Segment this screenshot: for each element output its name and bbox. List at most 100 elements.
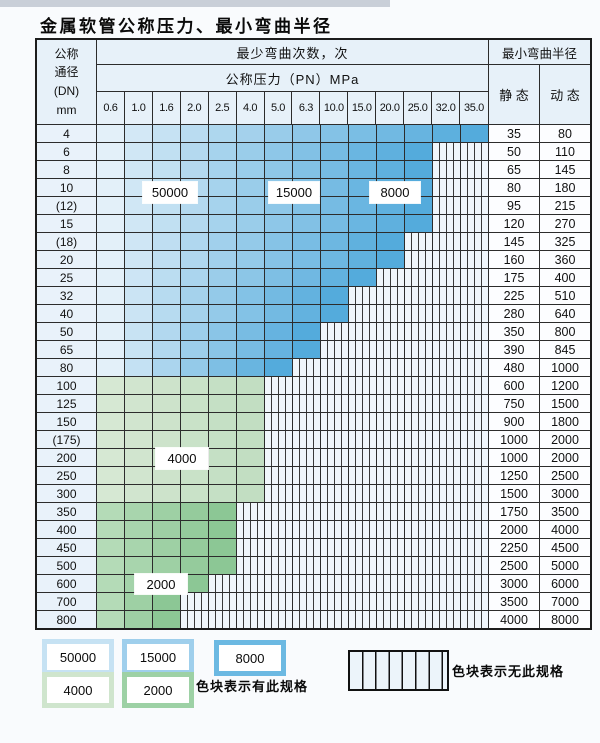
dn-cell: (175) <box>37 431 97 448</box>
no-spec-cell <box>433 431 461 448</box>
no-spec-cell <box>321 341 349 358</box>
dn-cell: 150 <box>37 413 97 430</box>
dynamic-radius-cell: 845 <box>540 341 590 358</box>
no-spec-cell <box>321 611 349 628</box>
pressure-col-header: 1.6 <box>153 92 181 124</box>
no-spec-cell <box>349 611 377 628</box>
pressure-col-header: 32.0 <box>432 92 460 124</box>
table-row-dn-4: 4 35 80 <box>37 124 590 142</box>
static-radius-cell: 750 <box>489 395 540 412</box>
table-row-dn-300: 300 1500 3000 <box>37 484 590 502</box>
table-header: 公称 通径 (DN) mm 最少弯曲次数，次 公称压力（PN）MPa 0.6 1.0 1.… <box>37 40 590 124</box>
spec-cell <box>97 161 125 178</box>
static-radius-cell: 4000 <box>489 611 540 628</box>
no-spec-cell <box>461 521 489 538</box>
no-spec-cell <box>377 431 405 448</box>
static-radius-cell: 3000 <box>489 575 540 592</box>
spec-cell <box>265 269 293 286</box>
spec-cell <box>97 503 125 520</box>
spec-cell <box>153 359 181 376</box>
pressure-col-header: 0.6 <box>97 92 125 124</box>
no-spec-cell <box>377 539 405 556</box>
no-spec-cell <box>237 521 265 538</box>
no-spec-cell <box>433 251 461 268</box>
no-spec-cell <box>377 503 405 520</box>
dynamic-radius-cell: 180 <box>540 179 590 196</box>
spec-cell <box>181 305 209 322</box>
spec-cell <box>153 485 181 502</box>
dynamic-radius-cell: 1800 <box>540 413 590 430</box>
spec-cell <box>237 323 265 340</box>
table-row-dn-80: 80 480 1000 <box>37 358 590 376</box>
static-column-header: 静 态 <box>489 65 540 124</box>
pressure-col-header: 10.0 <box>320 92 349 124</box>
no-spec-cell <box>377 611 405 628</box>
static-radius-cell: 1000 <box>489 431 540 448</box>
no-spec-cell <box>461 377 489 394</box>
legend-no-spec-swatch <box>348 650 449 691</box>
spec-cell <box>97 179 125 196</box>
dynamic-radius-cell: 510 <box>540 287 590 304</box>
cycles-label-4000: 4000 <box>156 448 208 469</box>
spec-cell <box>181 395 209 412</box>
no-spec-cell <box>433 377 461 394</box>
spec-cell <box>405 143 433 160</box>
no-spec-cell <box>377 593 405 610</box>
spec-cell <box>209 503 237 520</box>
static-radius-cell: 225 <box>489 287 540 304</box>
static-radius-cell: 80 <box>489 179 540 196</box>
no-spec-cell <box>433 323 461 340</box>
spec-cell <box>125 395 153 412</box>
no-spec-cell <box>265 395 293 412</box>
spec-cell <box>97 449 125 466</box>
spec-cell <box>209 449 237 466</box>
no-spec-cell <box>293 431 321 448</box>
no-spec-cell <box>293 557 321 574</box>
static-radius-cell: 2000 <box>489 521 540 538</box>
spec-cell <box>181 377 209 394</box>
spec-cell <box>125 215 153 232</box>
static-radius-cell: 600 <box>489 377 540 394</box>
spec-cell <box>265 161 293 178</box>
no-spec-cell <box>433 413 461 430</box>
dynamic-radius-cell: 4000 <box>540 521 590 538</box>
static-radius-cell: 175 <box>489 269 540 286</box>
spec-cell <box>125 233 153 250</box>
no-spec-cell <box>461 359 489 376</box>
no-spec-cell <box>349 467 377 484</box>
no-spec-cell <box>349 323 377 340</box>
pressure-col-header: 5.0 <box>265 92 293 124</box>
spec-cell <box>97 377 125 394</box>
spec-cell <box>125 485 153 502</box>
dn-cell: 40 <box>37 305 97 322</box>
spec-cell <box>125 269 153 286</box>
dn-cell: (18) <box>37 233 97 250</box>
no-spec-cell <box>405 431 433 448</box>
spec-cell <box>209 287 237 304</box>
spec-cell <box>97 575 125 592</box>
static-radius-cell: 480 <box>489 359 540 376</box>
spec-cell <box>237 161 265 178</box>
no-spec-cell <box>433 197 461 214</box>
spec-cell <box>125 467 153 484</box>
spec-cell <box>97 467 125 484</box>
radius-header-block: 最小弯曲半径 静 态 动 态 <box>489 40 590 124</box>
table-row-dn-25: 25 175 400 <box>37 268 590 286</box>
no-spec-cell <box>433 557 461 574</box>
dynamic-radius-cell: 2500 <box>540 467 590 484</box>
dn-cell: 6 <box>37 143 97 160</box>
spec-cell <box>405 161 433 178</box>
pressure-col-header: 4.0 <box>237 92 265 124</box>
dn-cell: 250 <box>37 467 97 484</box>
spec-cell <box>97 413 125 430</box>
spec-cell <box>237 341 265 358</box>
radius-title: 最小弯曲半径 <box>489 40 590 65</box>
no-spec-cell <box>433 233 461 250</box>
static-radius-cell: 1250 <box>489 467 540 484</box>
no-spec-cell <box>349 557 377 574</box>
no-spec-cell <box>405 539 433 556</box>
spec-cell <box>237 125 265 142</box>
no-spec-cell <box>377 359 405 376</box>
spec-cell <box>209 557 237 574</box>
no-spec-cell <box>349 521 377 538</box>
